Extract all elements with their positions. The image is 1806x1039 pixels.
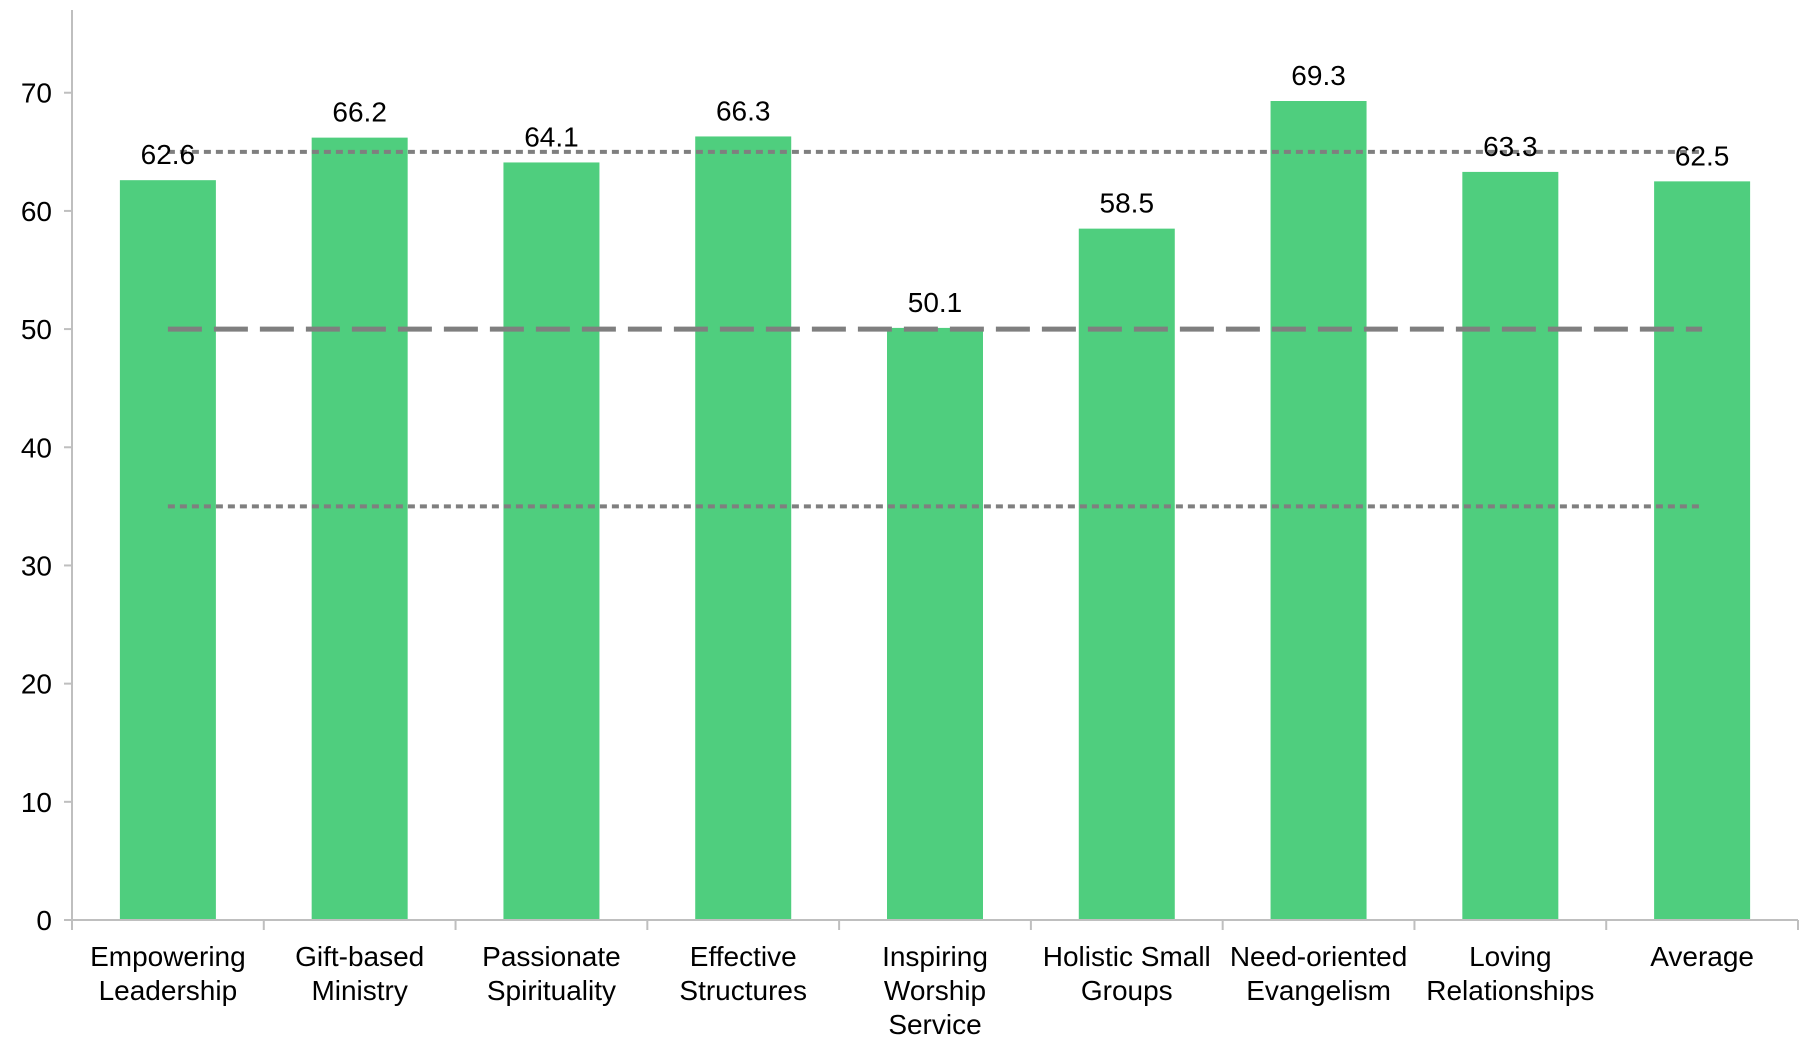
bar-6 [1270, 101, 1367, 920]
bar-2 [503, 162, 600, 921]
data-label-6: 69.3 [1291, 60, 1346, 91]
data-label-8: 62.5 [1675, 140, 1730, 171]
bar-8 [1654, 181, 1751, 920]
bar-7 [1462, 171, 1559, 921]
category-label-4: Inspiring Worship Service [882, 941, 988, 1039]
bar-1 [311, 137, 408, 921]
y-tick-label-20: 20 [21, 669, 52, 700]
category-label-5: Holistic Small Groups [1043, 941, 1211, 1006]
category-label-7: Loving Relationships [1426, 941, 1594, 1006]
y-tick-label-70: 70 [21, 78, 52, 109]
reference-lines-group [167, 149, 1703, 509]
category-label-1: Gift-based Ministry [295, 941, 424, 1006]
bar-3 [695, 136, 792, 921]
data-label-4: 50.1 [908, 287, 963, 318]
category-label-0: Empowering Leadership [90, 941, 246, 1006]
data-label-7: 63.3 [1483, 131, 1538, 162]
data-label-2: 64.1 [524, 121, 579, 152]
y-tick-label-60: 60 [21, 196, 52, 227]
bars-group [119, 101, 1751, 921]
data-label-3: 66.3 [716, 95, 771, 126]
bar-0 [119, 180, 216, 920]
y-tick-label-40: 40 [21, 432, 52, 463]
category-label-2: Passionate Spirituality [482, 941, 621, 1006]
labels-group: 0 10 20 30 40 50 60 70 Empowering Leadership Gift-… [21, 60, 1754, 1039]
y-tick-label-50: 50 [21, 314, 52, 345]
data-label-5: 58.5 [1100, 188, 1155, 219]
y-tick-label-30: 30 [21, 550, 52, 581]
axes-group [64, 10, 1799, 930]
bar-5 [1078, 228, 1175, 921]
y-tick-label-10: 10 [21, 787, 52, 818]
category-label-8: Average [1650, 941, 1754, 972]
category-label-3: Effective Structures [679, 941, 807, 1006]
y-tick-label-0: 0 [36, 905, 52, 936]
category-label-6: Need-oriented Evangelism [1230, 941, 1407, 1006]
data-label-1: 66.2 [332, 97, 387, 128]
bar-4 [887, 327, 983, 921]
data-label-0: 62.6 [141, 139, 196, 170]
